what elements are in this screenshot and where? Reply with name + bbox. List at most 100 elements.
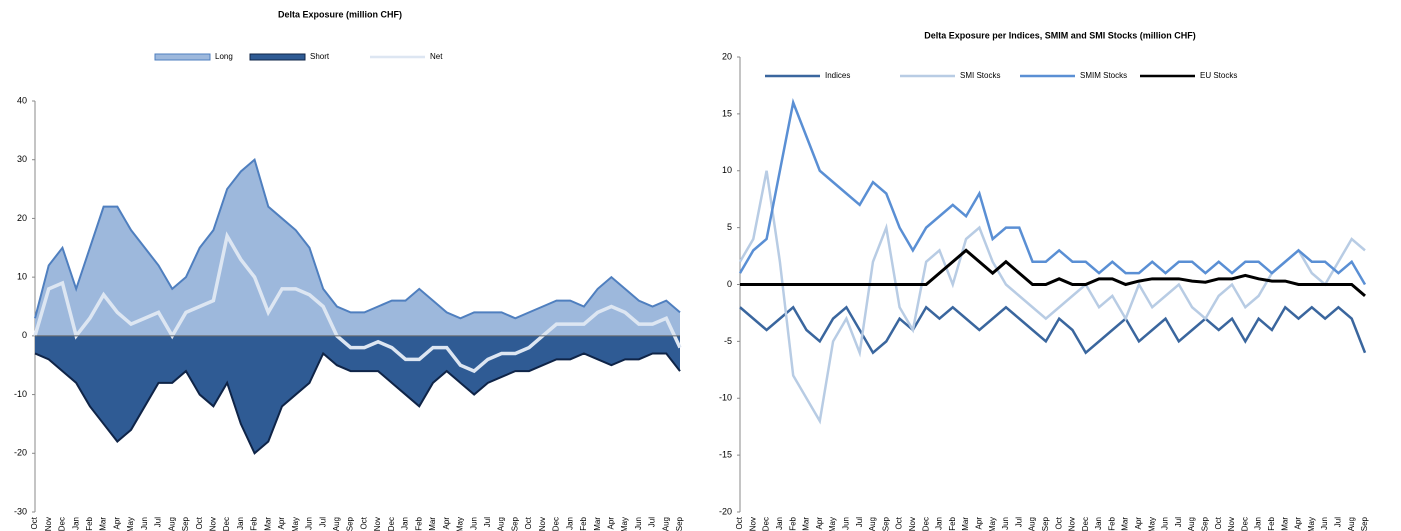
x-tick-label: Jun (634, 517, 643, 530)
x-tick-label: Mar (99, 517, 108, 531)
x-tick-label: Mar (961, 517, 970, 531)
legend-label: EU Stocks (1200, 71, 1237, 80)
x-tick-label: Apr (815, 517, 824, 530)
x-tick-label: Aug (332, 517, 341, 531)
x-tick-label: Jun (305, 517, 314, 530)
x-tick-label: Jul (648, 517, 657, 527)
x-tick-label: Dec (222, 517, 231, 531)
area (35, 335, 680, 454)
area (35, 159, 680, 336)
x-tick-label: Feb (85, 516, 94, 530)
x-tick-label: Aug (1187, 517, 1196, 531)
x-tick-label: Apr (277, 517, 286, 530)
y-tick-label: 0 (22, 330, 27, 340)
x-tick-label: Oct (524, 516, 533, 529)
x-tick-label: Dec (387, 517, 396, 531)
x-tick-label: Nov (209, 517, 218, 531)
x-tick-label: Nov (373, 517, 382, 531)
legend-swatch (249, 53, 306, 61)
legend-label: SMIM Stocks (1080, 71, 1127, 80)
x-tick-label: Aug (1028, 517, 1037, 531)
y-tick-label: 20 (722, 51, 732, 61)
x-tick-label: Nov (1068, 517, 1077, 531)
x-tick-label: Apr (1134, 517, 1143, 530)
x-tick-label: Mar (428, 517, 437, 531)
legend-label: Short (310, 52, 330, 61)
x-tick-label: Jul (154, 517, 163, 527)
x-tick-label: Jan (71, 517, 80, 530)
x-tick-label: Feb (414, 516, 423, 530)
y-tick-label: 20 (17, 213, 27, 223)
x-tick-label: Jul (483, 517, 492, 527)
y-tick-label: -20 (719, 506, 732, 516)
x-tick-label: Mar (593, 517, 602, 531)
y-tick-label: -20 (14, 448, 27, 458)
x-tick-label: Jul (318, 517, 327, 527)
x-tick-label: Feb (579, 516, 588, 530)
x-tick-label: Feb (250, 516, 259, 530)
x-tick-label: Apr (974, 517, 983, 530)
line (739, 305, 1367, 355)
y-tick-label: 30 (17, 154, 27, 164)
x-tick-label: May (988, 517, 997, 531)
x-tick-label: Sep (346, 516, 355, 531)
x-tick-label: Jan (1254, 517, 1263, 530)
line (738, 170, 1366, 425)
y-tick-label: 15 (722, 108, 732, 118)
x-tick-label: Nov (538, 517, 547, 531)
x-tick-label: Oct (1054, 516, 1063, 529)
x-tick-label: Feb (1267, 516, 1276, 530)
x-tick-label: Aug (1347, 517, 1356, 531)
x-tick-label: Feb (948, 516, 957, 530)
x-tick-label: Mar (1280, 517, 1289, 531)
x-tick-label: Apr (606, 517, 615, 530)
x-tick-label: Apr (442, 517, 451, 530)
legend-label: Net (430, 52, 443, 61)
x-tick-label: Nov (44, 517, 53, 531)
x-tick-label: Dec (762, 517, 771, 531)
y-tick-label: -10 (719, 393, 732, 403)
y-tick-label: 5 (727, 222, 732, 232)
x-tick-label: Aug (167, 517, 176, 531)
y-tick-label: 10 (722, 165, 732, 175)
chart-title: Delta Exposure per Indices, SMIM and SMI… (924, 30, 1196, 40)
y-tick-label: 0 (727, 279, 732, 289)
x-tick-label: Oct (895, 516, 904, 529)
area-outline (34, 351, 681, 455)
x-tick-label: Feb (1107, 516, 1116, 530)
x-tick-label: Jan (565, 517, 574, 530)
x-tick-label: Jun (1001, 517, 1010, 530)
x-tick-label: Nov (748, 517, 757, 531)
x-tick-label: Aug (868, 517, 877, 531)
legend-label: Indices (825, 71, 850, 80)
x-tick-label: Sep (1041, 516, 1050, 531)
x-tick-label: Jan (775, 517, 784, 530)
x-tick-label: Mar (802, 517, 811, 531)
x-tick-label: Aug (497, 517, 506, 531)
x-tick-label: Oct (30, 516, 39, 529)
x-tick-label: May (456, 517, 465, 531)
chart-title: Delta Exposure (million CHF) (278, 9, 402, 19)
x-tick-label: Jun (841, 517, 850, 530)
area-outline (34, 157, 681, 320)
x-tick-label: Jul (1174, 517, 1183, 527)
x-tick-label: May (620, 517, 629, 531)
x-tick-label: Apr (1294, 517, 1303, 530)
x-tick-label: Oct (195, 516, 204, 529)
legend-swatch (154, 53, 211, 61)
x-tick-label: Jan (1094, 517, 1103, 530)
x-tick-label: May (1307, 517, 1316, 531)
x-tick-label: Dec (58, 517, 67, 531)
x-tick-label: Dec (921, 517, 930, 531)
x-tick-label: Dec (552, 517, 561, 531)
y-tick-label: -5 (724, 336, 732, 346)
x-tick-label: Sep (510, 516, 519, 531)
x-tick-label: Jun (1161, 517, 1170, 530)
x-tick-label: Sep (1201, 516, 1210, 531)
x-tick-label: Sep (675, 516, 684, 531)
y-tick-label: -30 (14, 506, 27, 516)
x-tick-label: Oct (735, 516, 744, 529)
x-tick-label: Sep (181, 516, 190, 531)
x-tick-label: Feb (788, 516, 797, 530)
